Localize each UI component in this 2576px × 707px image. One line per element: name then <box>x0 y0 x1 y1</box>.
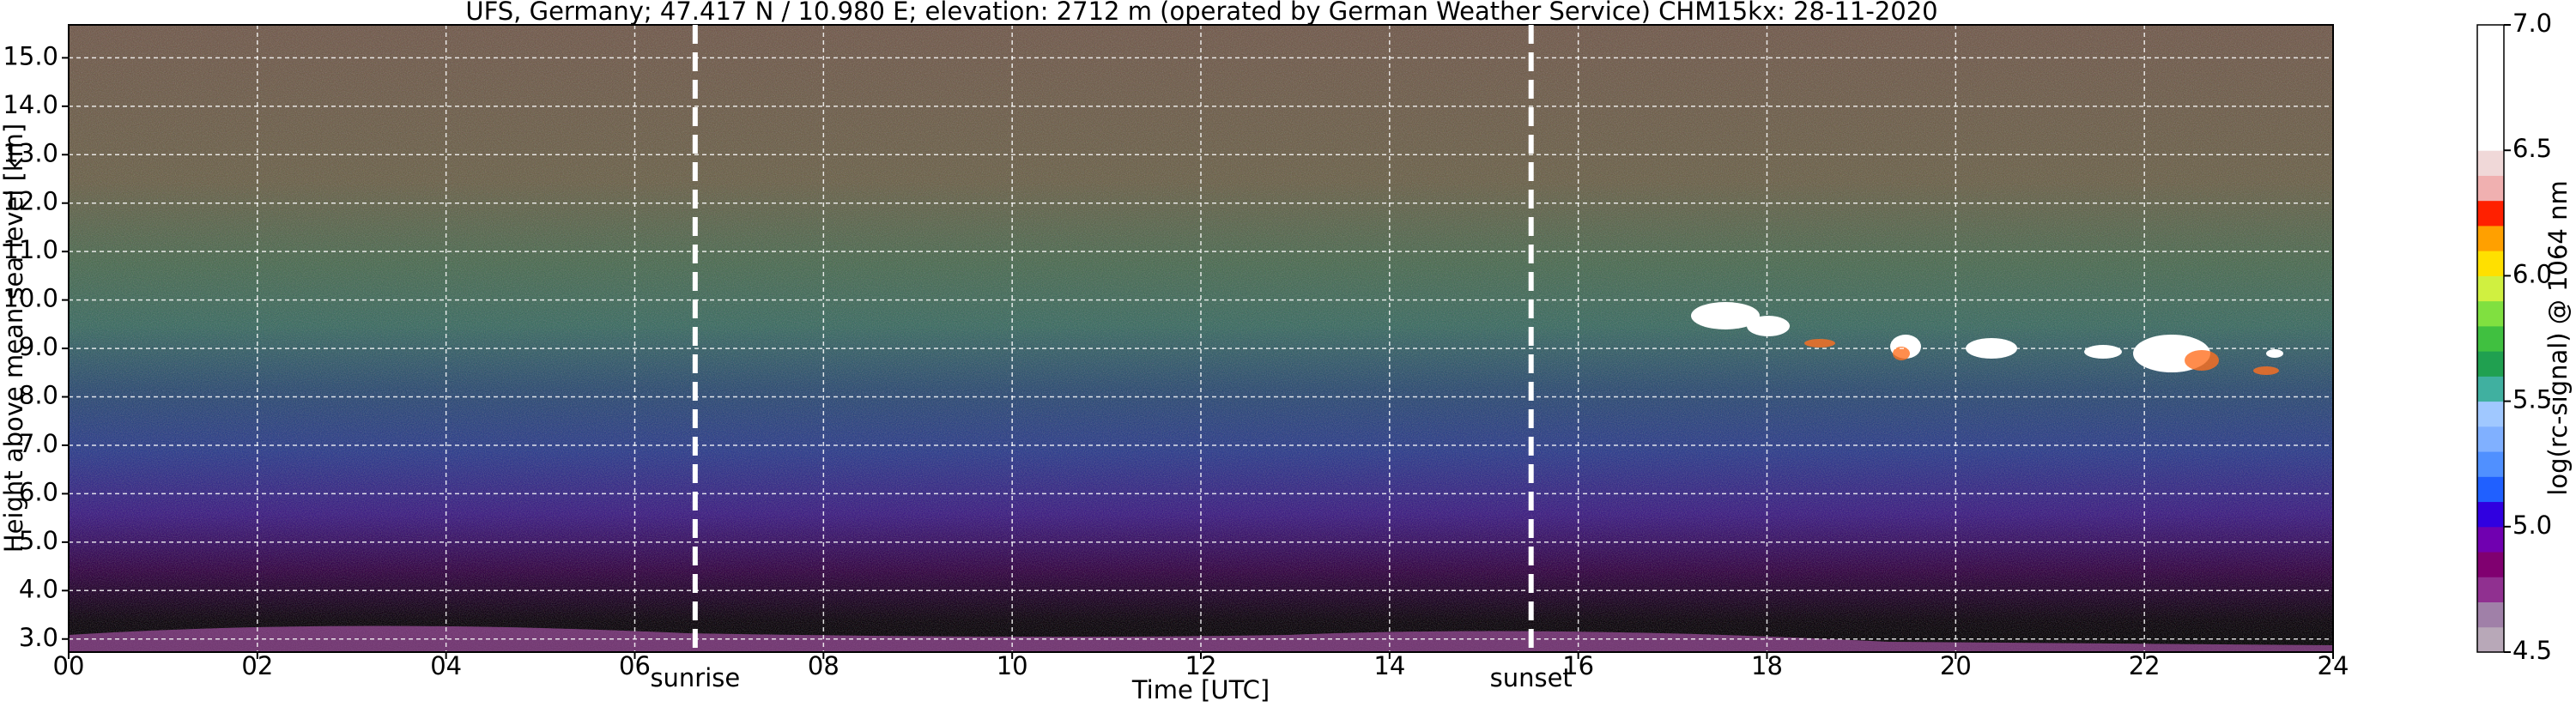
x-tick-label: 20 <box>1940 651 1972 680</box>
y-tick-label: 8.0 <box>19 381 58 410</box>
y-tick-label: 6.0 <box>19 477 58 506</box>
colorbar-swatch <box>2477 150 2504 176</box>
colorbar-swatch <box>2477 100 2504 126</box>
y-tick-label: 14.0 <box>3 90 58 119</box>
colorbar-swatch <box>2477 75 2504 101</box>
colorbar-tick-label: 4.5 <box>2512 636 2552 665</box>
colorbar-swatch <box>2477 552 2504 577</box>
x-tick-label: 12 <box>1185 651 1217 680</box>
y-tick-label: 5.0 <box>19 526 58 555</box>
colorbar-swatch <box>2477 175 2504 202</box>
colorbar-swatch <box>2477 251 2504 276</box>
chart-title: UFS, Germany; 47.417 N / 10.980 E; eleva… <box>465 0 1937 26</box>
y-tick-label: 12.0 <box>3 187 58 216</box>
colorbar-swatch <box>2477 351 2504 377</box>
x-tick-label: 18 <box>1751 651 1783 680</box>
y-tick-label: 7.0 <box>19 429 58 458</box>
colorbar-swatch <box>2477 25 2504 51</box>
colorbar-swatch <box>2477 200 2504 227</box>
colorbar-tick-label: 6.5 <box>2512 134 2552 163</box>
y-tick-label: 15.0 <box>3 41 58 70</box>
x-tick-label: 06 <box>619 651 651 680</box>
x-axis-label: Time [UTC] <box>1131 675 1270 704</box>
colorbar-tick-label: 5.5 <box>2512 385 2552 414</box>
y-tick-label: 4.0 <box>19 574 58 603</box>
colorbar-swatch <box>2477 275 2504 302</box>
x-tick-label: 10 <box>997 651 1028 680</box>
colorbar-swatch <box>2477 401 2504 427</box>
colorbar-swatch <box>2477 501 2504 528</box>
colorbar-swatch <box>2477 124 2504 151</box>
colorbar-swatch <box>2477 601 2504 628</box>
y-tick-label: 9.0 <box>19 332 58 361</box>
x-tick-label: 14 <box>1373 651 1405 680</box>
colorbar-swatch <box>2477 426 2504 452</box>
y-tick-label: 11.0 <box>3 235 58 264</box>
x-tick-label: 04 <box>430 651 462 680</box>
colorbar-label: log(rc-signal) @ 1064 nm <box>2543 180 2573 495</box>
x-tick-label: 00 <box>53 651 85 680</box>
x-tick-label: 08 <box>808 651 839 680</box>
annotation-label: sunset <box>1490 663 1573 692</box>
colorbar-tick-label: 6.0 <box>2512 259 2552 288</box>
grid <box>68 25 2334 652</box>
colorbar-frame <box>2476 24 2505 653</box>
colorbar-swatch <box>2477 476 2504 503</box>
x-tick-label: 16 <box>1562 651 1594 680</box>
y-tick-label: 3.0 <box>19 623 58 652</box>
x-tick-label: 22 <box>2129 651 2161 680</box>
y-tick-label: 13.0 <box>3 138 58 167</box>
colorbar-tick-label: 7.0 <box>2512 9 2552 38</box>
colorbar-swatch <box>2477 50 2504 76</box>
colorbar-swatch <box>2477 325 2504 352</box>
x-tick-label: 24 <box>2318 651 2349 680</box>
colorbar-swatch <box>2477 225 2504 251</box>
colorbar-swatch <box>2477 300 2504 327</box>
colorbar-swatch <box>2477 376 2504 402</box>
colorbar-swatch <box>2477 626 2504 653</box>
colorbar-swatch <box>2477 451 2504 477</box>
colorbar-swatch <box>2477 577 2504 603</box>
y-axis-label: Height above mean sea level [km] <box>0 124 28 553</box>
colorbar-swatch <box>2477 526 2504 553</box>
colorbar-tick-label: 5.0 <box>2512 511 2552 540</box>
annotation-label: sunrise <box>650 663 740 692</box>
y-tick-label: 10.0 <box>3 284 58 313</box>
x-tick-label: 02 <box>241 651 273 680</box>
